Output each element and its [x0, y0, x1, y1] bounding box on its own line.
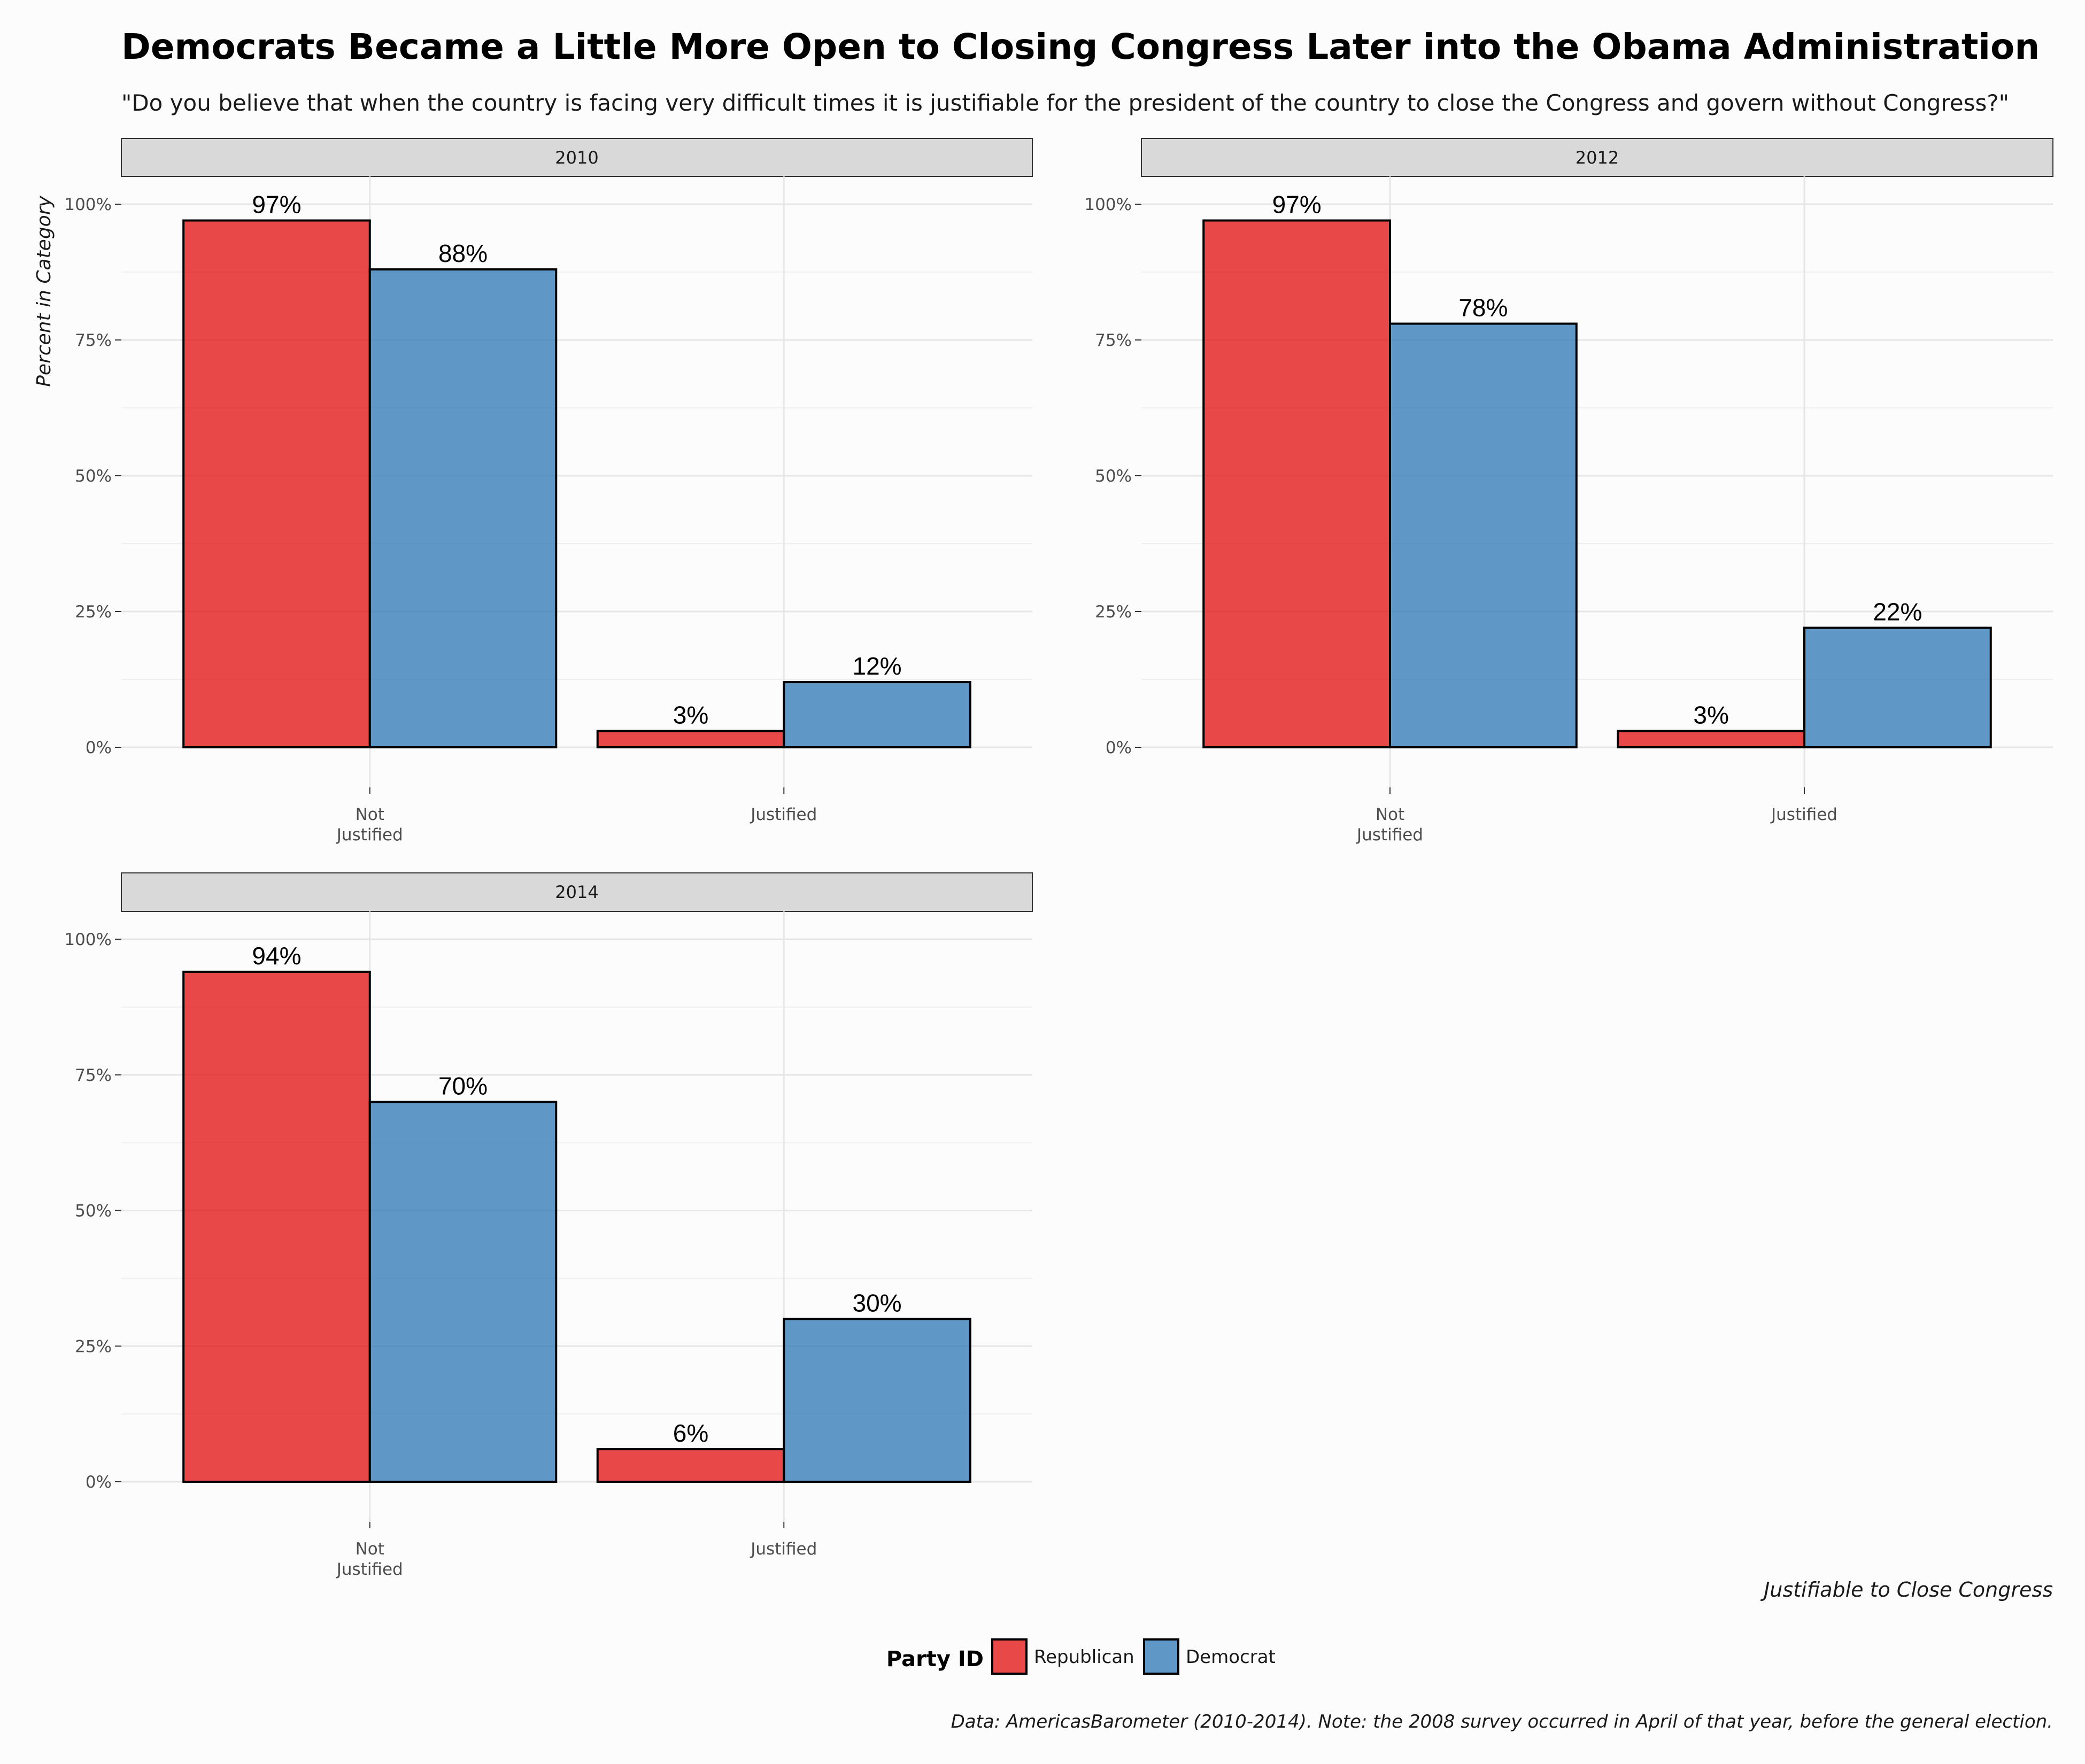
bar-democrat-2010 — [783, 681, 971, 748]
y-tick-label: 75% — [75, 331, 112, 350]
legend-label-republican: Republican — [1034, 1646, 1134, 1668]
facet-strip-label: 2014 — [555, 882, 598, 902]
facet-panel-2012: 20120%25%50%75%100%NotJustifiedJustified… — [1084, 138, 2053, 845]
x-tick-label: Justified — [1770, 805, 1837, 824]
bar-data-label: 88% — [438, 239, 488, 267]
facet-panel-2010: 20100%25%50%75%100%NotJustifiedJustified… — [64, 138, 1033, 845]
y-tick-label: 25% — [75, 1337, 112, 1356]
facet-strip-label: 2012 — [1576, 148, 1619, 168]
bar-data-label: 70% — [438, 1072, 488, 1100]
x-axis-label: Justifiable to Close Congress — [1760, 1578, 2053, 1601]
bar-democrat-2014 — [783, 1318, 971, 1483]
y-tick-label: 100% — [1084, 195, 1132, 214]
y-tick-label: 0% — [1106, 738, 1132, 757]
bar-data-label: 97% — [252, 190, 301, 218]
y-tick-label: 75% — [75, 1066, 112, 1085]
x-tick-label: Justified — [750, 805, 817, 824]
bar-democrat-2010 — [368, 268, 558, 749]
bar-democrat-2012 — [1803, 626, 1992, 748]
y-axis-label: Percent in Category — [33, 195, 55, 386]
y-tick-label: 50% — [1095, 467, 1132, 486]
y-tick-label: 25% — [1095, 602, 1132, 622]
facet-strip-label: 2010 — [555, 148, 598, 168]
facet-panels: 20100%25%50%75%100%NotJustifiedJustified… — [64, 138, 2053, 1579]
chart-subtitle: "Do you believe that when the country is… — [121, 90, 2009, 116]
facet-strip-2010 — [121, 138, 1033, 177]
x-tick-label: Not — [1376, 805, 1404, 824]
bar-data-label: 6% — [673, 1419, 708, 1447]
bar-republican-2014 — [182, 970, 371, 1483]
bar-republican-2010 — [182, 219, 371, 749]
x-tick-label: Justified — [750, 1539, 817, 1559]
bar-data-label: 3% — [1693, 701, 1728, 729]
x-tick-label: Justified — [336, 1560, 403, 1579]
x-tick-label: Not — [356, 805, 384, 824]
y-tick-label: 75% — [1095, 331, 1132, 350]
bar-democrat-2014 — [368, 1101, 558, 1483]
x-tick-label: Justified — [336, 825, 403, 845]
chart-caption: Data: AmericasBarometer (2010-2014). Not… — [951, 1711, 2053, 1732]
x-tick-label: Justified — [1356, 825, 1423, 845]
legend: Party ID Republican Democrat — [886, 1638, 1276, 1675]
x-tick-label: Not — [356, 1539, 384, 1559]
chart-title: Democrats Became a Little More Open to C… — [121, 26, 2040, 67]
bar-data-label: 12% — [853, 652, 902, 680]
legend-swatch-republican — [991, 1638, 1028, 1675]
bar-data-label: 3% — [673, 701, 708, 729]
y-tick-label: 100% — [64, 930, 112, 949]
facet-panel-2014: 20140%25%50%75%100%NotJustifiedJustified… — [64, 872, 1033, 1579]
bar-data-label: 97% — [1272, 190, 1322, 218]
y-tick-label: 100% — [64, 195, 112, 214]
bar-data-label: 94% — [252, 942, 301, 970]
y-tick-label: 0% — [86, 738, 112, 757]
bar-republican-2012 — [1202, 219, 1391, 749]
facet-strip-2012 — [1141, 138, 2053, 177]
bar-data-label: 22% — [1873, 598, 1922, 625]
bar-democrat-2012 — [1389, 322, 1578, 748]
legend-label-democrat: Democrat — [1186, 1646, 1276, 1668]
bar-data-label: 78% — [1458, 294, 1508, 322]
y-tick-label: 25% — [75, 602, 112, 622]
bar-data-label: 30% — [853, 1289, 902, 1317]
y-tick-label: 50% — [75, 1202, 112, 1221]
legend-title: Party ID — [886, 1647, 984, 1672]
y-tick-label: 0% — [86, 1473, 112, 1492]
y-tick-label: 50% — [75, 467, 112, 486]
bar-republican-2012 — [1617, 730, 1805, 749]
legend-swatch-democrat — [1143, 1638, 1179, 1675]
bar-republican-2010 — [596, 730, 785, 749]
facet-strip-2014 — [121, 872, 1033, 912]
bar-republican-2014 — [596, 1448, 785, 1483]
